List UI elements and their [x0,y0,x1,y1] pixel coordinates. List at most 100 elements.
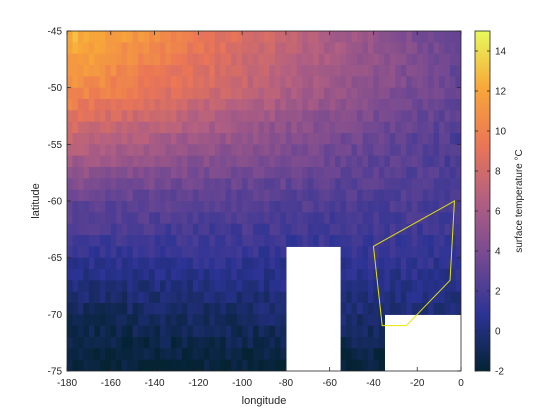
heatmap-cell [450,31,457,43]
heatmap-cell [143,76,150,89]
heatmap-cell [127,325,134,338]
heatmap-cell [127,144,134,157]
heatmap-cell [324,201,331,213]
heatmap-cell [389,235,396,247]
heatmap-cell [264,42,271,55]
x-tick-label: -100 [232,378,252,389]
heatmap-cell [395,133,402,145]
heatmap-cell [192,201,199,213]
heatmap-cell [203,269,210,281]
heatmap-cell [367,269,375,281]
heatmap-cell [340,121,347,134]
heatmap-cell [253,189,260,202]
heatmap-cell [253,246,260,259]
heatmap-cell [138,42,145,55]
heatmap-cell [77,178,85,191]
heatmap-cell [138,178,145,191]
heatmap-cell [170,31,178,43]
heatmap-cell [378,223,385,236]
heatmap-cell [307,189,314,202]
heatmap-cell [88,235,95,247]
heatmap-cell [165,337,172,349]
heatmap-cell [400,212,407,225]
heatmap-cell [455,280,461,293]
heatmap-cell [406,76,413,89]
heatmap-cell [143,189,150,202]
heatmap-cell [395,53,402,66]
heatmap-cell [143,65,150,77]
heatmap-cell [291,144,298,157]
heatmap-cell [236,257,243,270]
heatmap-cell [417,31,424,43]
heatmap-cell [187,110,194,123]
heatmap-cell [269,178,276,191]
heatmap-cell [170,359,178,371]
heatmap-cell [307,201,314,213]
heatmap-cell [346,303,353,315]
heatmap-cell [165,121,172,134]
heatmap-cell [335,178,342,191]
heatmap-cell [384,99,391,111]
heatmap-cell [340,76,347,89]
heatmap-cell [160,87,167,100]
heatmap-cell [138,246,145,259]
heatmap-cell [346,235,353,247]
heatmap-cell [116,246,123,259]
heatmap-cell [318,65,325,77]
heatmap-cell [138,257,145,270]
heatmap-cell [187,99,194,111]
heatmap-cell [132,53,139,66]
heatmap-cell [444,76,451,89]
heatmap-cell [307,65,314,77]
heatmap-cell [83,155,90,168]
heatmap-cell [231,348,238,361]
heatmap-cell [302,155,309,168]
heatmap-cell [138,144,145,157]
heatmap-cell [351,121,358,134]
heatmap-cell [181,110,188,123]
heatmap-cell [242,178,249,191]
heatmap-cell [72,65,79,77]
heatmap-cell [384,65,391,77]
heatmap-cell [428,167,435,179]
heatmap-cell [373,337,380,349]
heatmap-cell [154,144,161,157]
heatmap-cell [340,133,347,145]
heatmap-cell [302,110,309,123]
heatmap-cell [417,110,424,123]
heatmap-cell [149,155,156,168]
heatmap-cell [149,325,156,338]
heatmap-cell [72,280,79,293]
heatmap-cell [433,223,440,236]
heatmap-cell [242,212,249,225]
heatmap-cell [367,246,375,259]
heatmap-cell [77,133,85,145]
heatmap-cell [367,212,375,225]
heatmap-cell [428,42,435,55]
heatmap-cell [170,189,178,202]
heatmap-cell [67,31,74,43]
heatmap-cell [335,53,342,66]
heatmap-cell [83,31,90,43]
heatmap-cell [187,53,194,66]
heatmap-cell [160,144,167,157]
heatmap-cell [110,280,117,293]
heatmap-cell [236,144,243,157]
heatmap-cell [367,167,375,179]
heatmap-cell [280,31,287,43]
heatmap-cell [170,280,178,293]
heatmap-cell [439,212,446,225]
heatmap-cell [105,359,112,371]
heatmap-cell [340,99,347,111]
heatmap-cell [231,167,238,179]
heatmap-cell [187,291,194,304]
heatmap-cell [192,246,199,259]
heatmap-cell [433,133,440,145]
heatmap-cell [455,167,461,179]
heatmap-cell [411,235,418,247]
heatmap-cell [116,337,123,349]
heatmap-cell [285,87,292,100]
heatmap-cell [121,314,128,327]
heatmap-cell [225,178,232,191]
heatmap-cell [428,189,435,202]
